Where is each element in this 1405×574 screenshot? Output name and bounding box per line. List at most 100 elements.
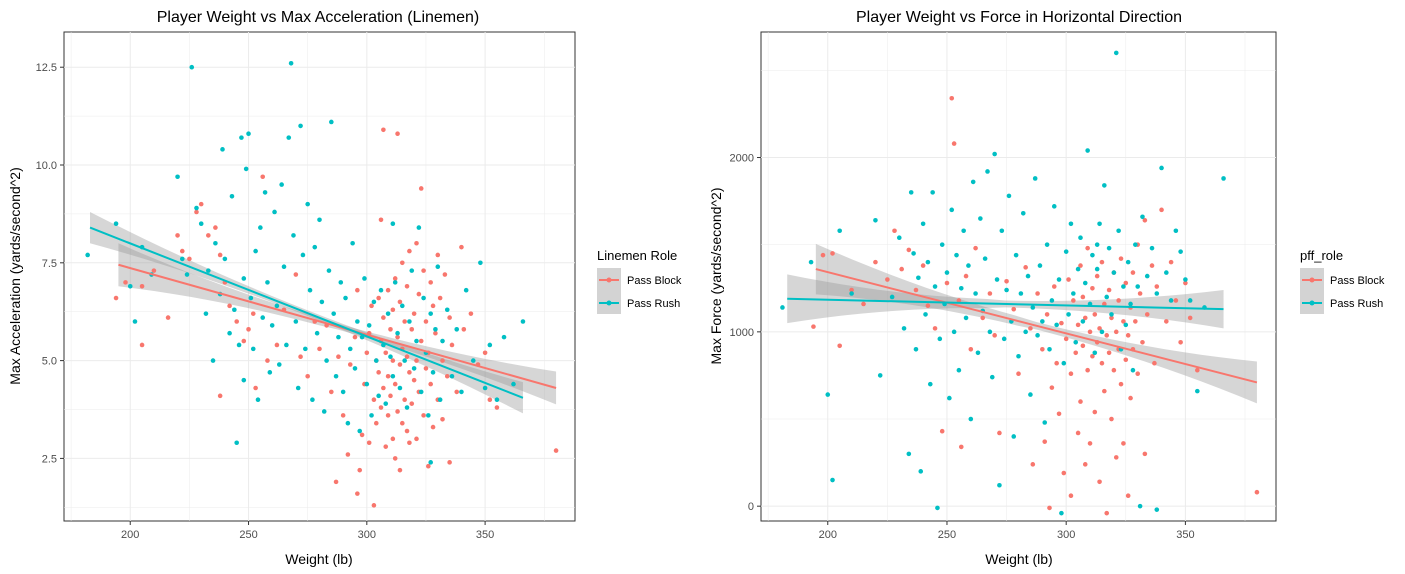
left-point-pass-block	[433, 330, 438, 336]
left-point-pass-rush	[274, 303, 280, 309]
left-point-pass-rush	[362, 276, 367, 281]
right-point-pass-block	[1111, 367, 1117, 373]
right-point-pass-rush	[1154, 291, 1160, 296]
right-point-pass-rush	[930, 190, 935, 195]
right-point-pass-rush	[1164, 270, 1169, 275]
right-point-pass-block	[1028, 326, 1033, 331]
left-point-pass-rush	[355, 319, 360, 324]
left-point-pass-block	[246, 327, 251, 332]
right-point-pass-rush	[947, 395, 952, 401]
left-point-pass-block	[293, 272, 299, 277]
right-x-tick-label: 250	[938, 529, 956, 541]
left-point-pass-rush	[338, 280, 344, 285]
right-point-pass-rush	[1047, 346, 1052, 352]
left-point-pass-rush	[470, 358, 476, 363]
right-point-pass-block	[951, 141, 957, 146]
right-point-pass-block	[963, 273, 969, 279]
left-point-pass-block	[198, 201, 204, 207]
right-point-pass-block	[1011, 306, 1017, 312]
right-point-pass-rush	[954, 252, 959, 258]
left-point-pass-block	[388, 393, 393, 399]
left-point-pass-rush	[203, 311, 209, 316]
left-point-pass-block	[371, 397, 377, 403]
right-point-pass-rush	[963, 315, 969, 321]
right-confidence-bands	[787, 243, 1257, 404]
left-point-pass-rush	[400, 303, 405, 309]
right-point-pass-rush	[911, 251, 916, 256]
left-point-pass-rush	[444, 307, 450, 313]
left-point-pass-block	[347, 362, 353, 367]
right-grid	[761, 32, 1276, 521]
right-y-tick-label: 0	[748, 501, 754, 513]
right-point-pass-block	[1068, 371, 1074, 376]
right-point-pass-block	[885, 277, 890, 282]
left-point-pass-rush	[428, 311, 433, 316]
right-point-pass-block	[939, 428, 945, 434]
left-point-pass-rush	[373, 358, 379, 363]
right-point-pass-rush	[1173, 228, 1179, 234]
right-point-pass-block	[1164, 319, 1169, 324]
right-point-pass-rush	[939, 242, 945, 247]
left-point-pass-block	[357, 467, 363, 473]
left-point-pass-rush	[184, 272, 190, 277]
left-point-pass-block	[336, 354, 341, 359]
right-point-pass-block	[949, 95, 955, 101]
left-point-pass-rush	[210, 358, 216, 363]
right-point-pass-rush	[1092, 350, 1098, 356]
right-point-pass-rush	[1006, 193, 1012, 199]
left-point-pass-rush	[494, 397, 500, 403]
right-point-pass-rush	[1061, 360, 1067, 366]
right-point-pass-rush	[1049, 298, 1055, 303]
right-point-pass-rush	[1073, 340, 1079, 345]
left-point-pass-block	[376, 370, 381, 375]
left-point-pass-rush	[288, 60, 294, 66]
left-point-pass-rush	[310, 397, 315, 403]
left-point-pass-rush	[269, 323, 275, 328]
right-point-pass-block	[1080, 294, 1086, 300]
left-point-pass-rush	[246, 131, 251, 137]
left-point-pass-block	[437, 295, 443, 301]
right-point-pass-rush	[968, 416, 974, 422]
right-point-pass-rush	[1051, 204, 1057, 209]
left-point-pass-block	[388, 327, 393, 332]
left-point-pass-rush	[213, 240, 218, 246]
right-point-pass-rush	[985, 169, 990, 174]
left-point-pass-rush	[262, 190, 268, 195]
right-point-pass-rush	[1035, 333, 1040, 338]
left-point-pass-rush	[220, 147, 225, 152]
right-point-pass-block	[992, 333, 997, 338]
right-point-pass-rush	[982, 256, 988, 261]
right-point-pass-block	[1097, 326, 1102, 331]
left-x-ticks: 200 250 300 350	[121, 521, 494, 541]
left-point-pass-block	[390, 307, 396, 313]
right-point-pass-block	[1080, 343, 1086, 349]
left-point-pass-block	[376, 295, 381, 301]
left-point-pass-rush	[329, 119, 334, 125]
right-point-pass-block	[1068, 493, 1074, 499]
right-point-pass-block	[1135, 371, 1141, 376]
right-point-pass-rush	[837, 228, 842, 234]
right-point-pass-rush	[958, 285, 964, 291]
right-point-pass-block	[892, 228, 897, 234]
right-chart: Player Weight vs Force in Horizontal Dir…	[708, 9, 1385, 567]
right-point-pass-rush	[1059, 510, 1064, 516]
right-point-pass-block	[956, 298, 962, 303]
right-point-pass-rush	[918, 469, 924, 474]
right-point-pass-rush	[808, 259, 814, 265]
left-point-pass-block	[381, 127, 386, 133]
right-point-pass-block	[1102, 301, 1107, 307]
left-point-pass-block	[217, 252, 223, 258]
left-point-pass-rush	[253, 248, 258, 254]
left-point-pass-rush	[478, 260, 483, 266]
left-x-tick-label: 350	[476, 529, 494, 541]
right-point-pass-rush	[1028, 392, 1033, 397]
right-point-pass-block	[1121, 441, 1126, 446]
right-point-pass-block	[1178, 340, 1183, 345]
right-point-pass-block	[1102, 388, 1107, 394]
right-ci-band-pass-block	[815, 243, 1257, 404]
left-point-pass-block	[409, 327, 415, 332]
left-point-pass-block	[404, 354, 410, 359]
left-point-pass-rush	[314, 330, 320, 336]
left-point-pass-rush	[194, 205, 199, 211]
left-point-pass-block	[414, 240, 419, 246]
